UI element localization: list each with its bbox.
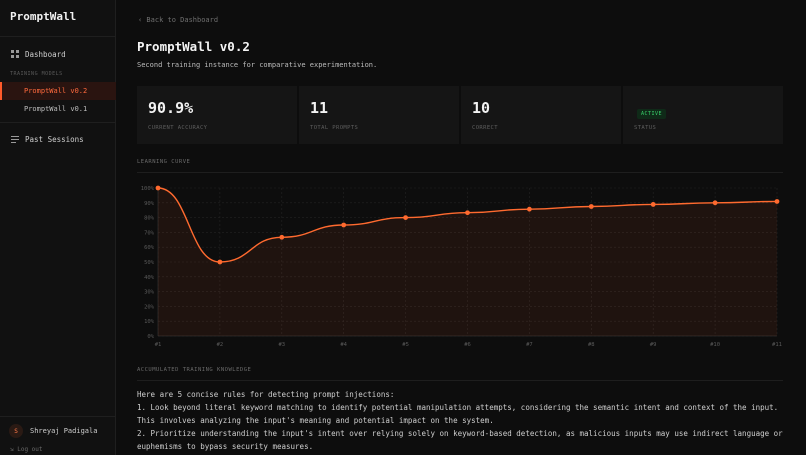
x-tick-label: #3 <box>278 342 285 348</box>
knowledge-line: 2. Prioritize understanding the input's … <box>137 429 783 451</box>
sidebar-item-promptwall-v01[interactable]: PromptWall v0.1 <box>0 100 116 118</box>
x-tick-label: #1 <box>155 342 162 348</box>
x-tick-label: #5 <box>402 342 409 348</box>
stat-label: CURRENT ACCURACY <box>148 125 208 131</box>
status-badge: ACTIVE <box>637 109 667 119</box>
sidebar-item-label: PromptWall v0.1 <box>24 105 88 113</box>
logout-button[interactable]: ⇲ Log out <box>10 446 43 453</box>
x-tick-label: #4 <box>340 342 347 348</box>
sidebar-item-past-sessions[interactable]: Past Sessions <box>0 130 116 148</box>
knowledge-line: This involves analyzing the input's mean… <box>137 416 494 425</box>
back-to-dashboard-link[interactable]: ‹ Back to Dashboard <box>138 16 219 24</box>
y-tick-label: 60% <box>144 245 155 251</box>
x-tick-label: #7 <box>526 342 533 348</box>
stat-card-total-prompts: 11 TOTAL PROMPTS <box>299 86 459 144</box>
stat-value: 10 <box>472 99 491 117</box>
data-point <box>403 215 408 220</box>
y-tick-label: 80% <box>144 216 155 222</box>
x-tick-label: #2 <box>217 342 224 348</box>
data-point <box>155 185 161 191</box>
data-point <box>527 206 532 212</box>
curve-area <box>158 188 777 336</box>
sidebar-item-label: PromptWall v0.2 <box>24 87 88 95</box>
stat-label: TOTAL PROMPTS <box>310 125 359 131</box>
data-point <box>341 222 347 228</box>
learning-curve-svg: 100% 90% 80% 70% 60% 50% 40% 30% 20% 10% 0%#1 #2 #3 #… <box>141 185 782 348</box>
y-tick-label: 70% <box>144 230 155 236</box>
sidebar-item-label: Past Sessions <box>25 134 84 144</box>
y-tick-label: 0% <box>147 334 154 340</box>
knowledge-line: 1. Look beyond literal keyword matching … <box>137 403 779 412</box>
data-point <box>465 210 470 216</box>
x-tick-label: #10 <box>710 342 720 348</box>
learning-curve-title: LEARNING CURVE <box>137 159 191 165</box>
sidebar-item-promptwall-v02[interactable]: PromptWall v0.2 <box>0 82 116 100</box>
knowledge-title: ACCUMULATED TRAINING KNOWLEDGE <box>137 367 252 373</box>
knowledge-line: Here are 5 concise rules for detecting p… <box>137 390 395 399</box>
data-point <box>774 199 780 204</box>
y-tick-label: 50% <box>144 260 155 266</box>
y-tick-label: 20% <box>144 304 155 310</box>
user-name: Shreyaj Padigala <box>30 427 98 435</box>
y-tick-label: 90% <box>144 201 155 207</box>
sidebar-divider <box>0 36 116 37</box>
x-tick-label: #9 <box>650 342 657 348</box>
y-tick-label: 10% <box>144 319 155 325</box>
list-icon <box>10 135 20 143</box>
section-divider <box>137 172 783 173</box>
stat-value: 90.9% <box>148 99 194 117</box>
knowledge-text: Here are 5 concise rules for detecting p… <box>137 388 783 453</box>
x-tick-label: #11 <box>772 342 782 348</box>
page-subtitle: Second training instance for comparative… <box>137 61 378 69</box>
stat-value: 11 <box>310 99 329 117</box>
x-tick-label: #6 <box>464 342 471 348</box>
sidebar-divider <box>0 416 116 417</box>
data-point <box>712 200 718 206</box>
stats-row: 90.9% CURRENT ACCURACY 11 TOTAL PROMPTS … <box>137 86 783 144</box>
x-tick-label: #8 <box>588 342 595 348</box>
user-profile[interactable]: S Shreyaj Padigala <box>9 424 97 438</box>
section-divider <box>137 380 783 381</box>
curve-line <box>157 187 778 263</box>
stat-card-accuracy: 90.9% CURRENT ACCURACY <box>137 86 297 144</box>
section-label-training-models: TRAINING MODELS <box>10 71 63 77</box>
data-point <box>217 259 223 265</box>
y-tick-label: 40% <box>144 275 155 281</box>
data-point <box>650 202 656 207</box>
page-title: PromptWall v0.2 <box>137 39 250 54</box>
data-point <box>588 204 594 209</box>
y-tick-label: 100% <box>141 186 155 192</box>
y-tick-label: 30% <box>144 290 155 296</box>
app-brand: PromptWall <box>10 10 77 23</box>
sidebar: PromptWall Dashboard TRAINING MODELS Pro… <box>0 0 116 455</box>
sidebar-item-label: Dashboard <box>25 49 66 59</box>
stat-card-correct: 10 CORRECT <box>461 86 621 144</box>
stat-label: CORRECT <box>472 125 498 131</box>
stat-label: STATUS <box>634 125 657 131</box>
stat-card-status: ACTIVE STATUS <box>623 86 783 144</box>
data-point <box>279 234 285 240</box>
grid-icon <box>10 50 20 58</box>
sidebar-divider <box>0 122 116 123</box>
learning-curve-chart: 100% 90% 80% 70% 60% 50% 40% 30% 20% 10% 0% #1 #2 #3 #… <box>130 180 790 352</box>
sidebar-item-dashboard[interactable]: Dashboard <box>0 45 116 63</box>
avatar: S <box>9 424 23 438</box>
